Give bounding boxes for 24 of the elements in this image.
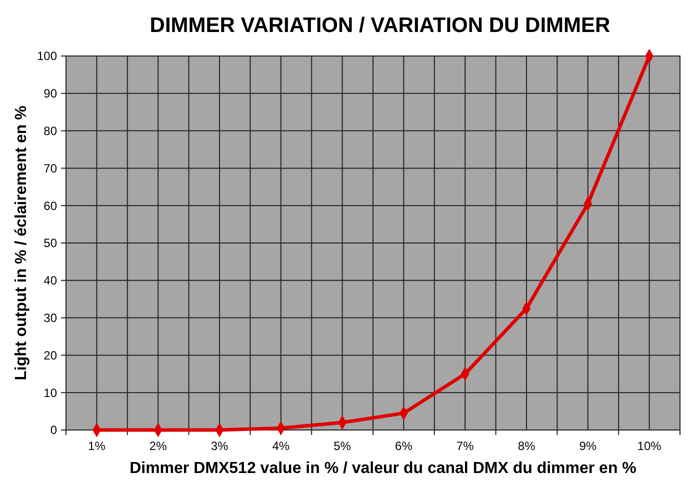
x-tick-label: 4%: [272, 439, 290, 453]
y-axis-title: Light output in % / éclairement en %: [13, 106, 30, 380]
y-tick-label: 100: [36, 49, 58, 64]
y-tick-label: 20: [44, 348, 58, 362]
y-tick-label: 80: [44, 124, 58, 138]
x-tick-label: 9%: [579, 439, 597, 453]
chart-title: DIMMER VARIATION / VARIATION DU DIMMER: [150, 14, 610, 37]
y-tick-label: 60: [44, 198, 58, 213]
x-tick-label: 6%: [395, 439, 413, 453]
x-tick-label: 2%: [149, 439, 168, 453]
x-tick-label: 1%: [88, 439, 106, 453]
x-tick-label: 3%: [210, 439, 228, 453]
y-tick-label: 70: [44, 161, 58, 176]
y-tick-label: 90: [44, 86, 58, 101]
x-tick-label: 8%: [518, 439, 536, 453]
x-tick-label: 10%: [637, 439, 662, 453]
y-tick-label: 30: [44, 311, 58, 325]
y-tick-label: 0: [50, 423, 58, 438]
x-tick-label: 7%: [456, 439, 474, 453]
x-axis-title: Dimmer DMX512 value in % / valeur du canal DMX du dimmer en %: [130, 460, 636, 477]
y-tick-label: 50: [44, 236, 58, 250]
y-tick-label: 40: [44, 274, 58, 288]
y-tick-label: 10: [44, 386, 58, 400]
x-tick-label: 5%: [334, 439, 352, 453]
